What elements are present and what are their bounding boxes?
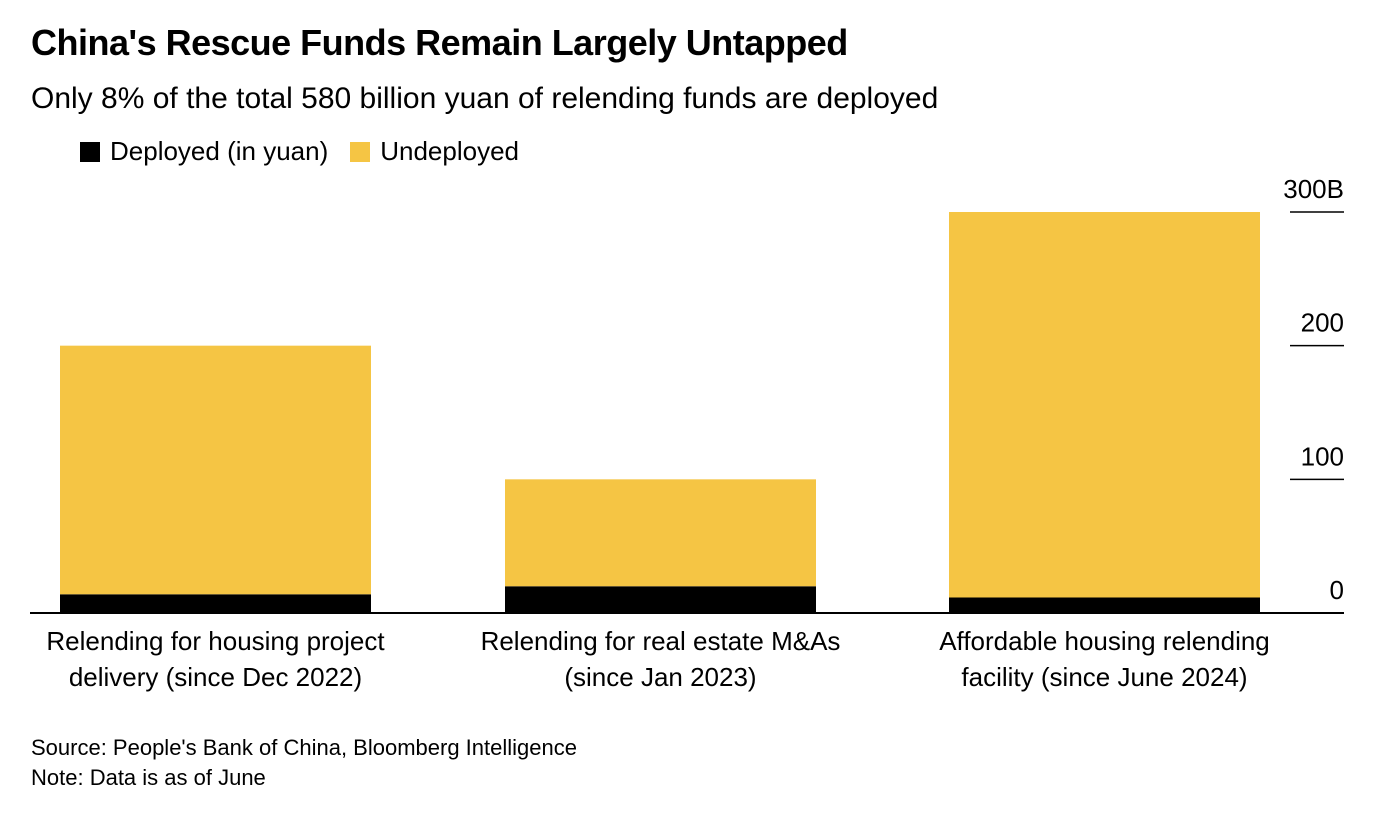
y-tick-label: 100 (1301, 441, 1344, 471)
bar-undeployed-3 (949, 212, 1260, 598)
legend-item-undeployed: Undeployed (350, 136, 519, 167)
bar-deployed-3 (949, 597, 1260, 613)
chart-legend: Deployed (in yuan) Undeployed (80, 136, 541, 167)
bar-undeployed-1 (60, 345, 371, 595)
y-tick-label: 0 (1330, 575, 1344, 605)
y-tick-label: 200 (1301, 308, 1344, 338)
y-tick-label: 300B (1283, 174, 1344, 204)
bar-deployed-1 (60, 594, 371, 613)
x-tick-label: (since Jan 2023) (564, 662, 756, 692)
legend-swatch-undeployed (350, 141, 371, 162)
x-tick-label: facility (since June 2024) (961, 662, 1247, 692)
chart-subtitle: Only 8% of the total 580 billion yuan of… (31, 82, 939, 115)
bar-undeployed-2 (505, 479, 816, 587)
data-note: Note: Data is as of June (31, 765, 266, 790)
x-tick-label: Relending for real estate M&As (481, 626, 841, 656)
chart-footer: Source: People's Bank of China, Bloomber… (31, 733, 577, 793)
x-tick-label: delivery (since Dec 2022) (69, 662, 362, 692)
legend-swatch-deployed (80, 141, 100, 162)
x-tick-label: Relending for housing project (46, 626, 385, 656)
source-note: Source: People's Bank of China, Bloomber… (31, 735, 577, 760)
chart-title: China's Rescue Funds Remain Largely Unta… (31, 22, 848, 63)
x-tick-label: Affordable housing relending (939, 626, 1270, 656)
legend-item-deployed: Deployed (in yuan) (80, 136, 328, 167)
legend-label-undeployed: Undeployed (380, 136, 520, 166)
bar-deployed-2 (505, 586, 816, 613)
legend-label-deployed: Deployed (in yuan) (110, 136, 329, 166)
